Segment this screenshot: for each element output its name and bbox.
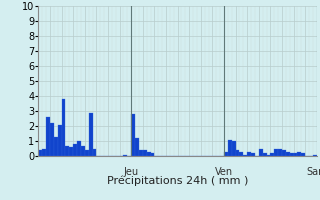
Bar xyxy=(263,153,267,156)
Bar xyxy=(73,144,77,156)
Bar xyxy=(50,123,54,156)
Bar xyxy=(267,154,270,156)
Text: Ven: Ven xyxy=(215,167,233,177)
Bar xyxy=(89,112,92,156)
Bar xyxy=(139,150,143,156)
Bar xyxy=(247,152,251,156)
Bar xyxy=(290,153,294,156)
Bar xyxy=(61,99,66,156)
Bar xyxy=(232,141,236,156)
Bar xyxy=(92,148,96,156)
Bar xyxy=(243,154,247,156)
Text: Jeu: Jeu xyxy=(124,167,139,177)
Bar xyxy=(143,150,147,156)
Bar xyxy=(81,146,85,156)
Bar xyxy=(294,153,298,156)
Bar xyxy=(298,152,301,156)
Bar xyxy=(313,154,317,156)
Text: Sam: Sam xyxy=(306,167,320,177)
Bar xyxy=(124,154,127,156)
Bar xyxy=(42,148,46,156)
Bar xyxy=(239,152,243,156)
Bar xyxy=(54,137,58,156)
Bar xyxy=(278,148,282,156)
Bar xyxy=(251,153,255,156)
Bar xyxy=(282,150,286,156)
Bar xyxy=(58,124,61,156)
Bar xyxy=(131,114,135,156)
Bar xyxy=(224,152,228,156)
Bar xyxy=(274,148,278,156)
Bar xyxy=(147,152,150,156)
Bar xyxy=(236,150,239,156)
Bar xyxy=(228,140,232,156)
Bar xyxy=(85,150,89,156)
Bar xyxy=(77,141,81,156)
Bar xyxy=(69,147,73,156)
Bar xyxy=(46,117,50,156)
Bar xyxy=(259,148,263,156)
Bar xyxy=(286,152,290,156)
Bar xyxy=(270,153,274,156)
Bar xyxy=(38,150,42,156)
X-axis label: Précipitations 24h ( mm ): Précipitations 24h ( mm ) xyxy=(107,175,248,186)
Bar xyxy=(66,146,69,156)
Bar xyxy=(301,153,305,156)
Bar xyxy=(135,138,139,156)
Bar xyxy=(150,153,155,156)
